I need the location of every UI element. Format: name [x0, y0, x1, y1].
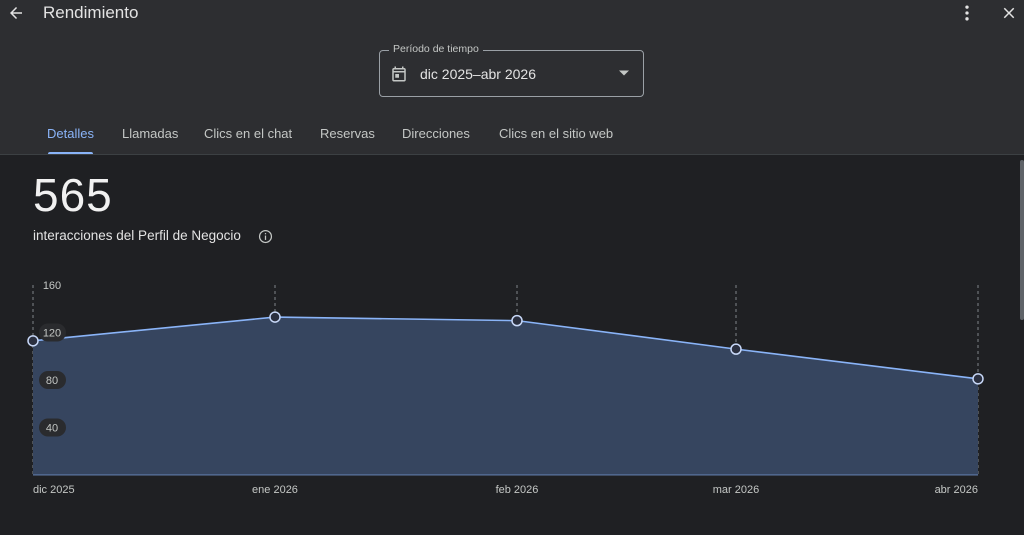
data-point[interactable] — [511, 314, 523, 327]
tab-clics-chat[interactable]: Clics en el chat — [204, 126, 293, 141]
calendar-icon — [392, 66, 406, 82]
close-icon — [1003, 7, 1015, 19]
data-point[interactable] — [972, 373, 984, 385]
x-tick-label: mar 2026 — [713, 484, 759, 496]
tab-direcciones[interactable]: Direcciones — [402, 126, 470, 141]
close-button[interactable] — [998, 1, 1020, 25]
time-period-select[interactable]: Período de tiempo dic 2025–abr 2026 — [379, 43, 644, 97]
data-point[interactable] — [27, 335, 39, 347]
info-icon[interactable] — [258, 229, 273, 244]
total-interactions-value: 565 — [33, 169, 113, 221]
tab-clics-sitio-web[interactable]: Clics en el sitio web — [499, 126, 614, 141]
y-tick-pill — [39, 323, 66, 342]
y-tick-pill — [39, 371, 66, 389]
back-button[interactable] — [4, 0, 28, 26]
y-tick-label: 160 — [43, 280, 61, 292]
tab-llamadas[interactable]: Llamadas — [122, 126, 179, 141]
x-tick-label: feb 2026 — [496, 484, 539, 496]
total-interactions-label: interacciones del Perfil de Negocio — [33, 228, 241, 243]
y-tick-pill — [39, 418, 66, 437]
dropdown-arrow-icon — [619, 70, 629, 76]
time-period-value: dic 2025–abr 2026 — [420, 66, 536, 82]
header-panel: Rendimiento Período de tiempo dic 2025–a… — [0, 0, 1024, 155]
y-tick-label: 120 — [43, 328, 61, 340]
arrow-back-icon — [10, 7, 22, 19]
interactions-chart: 40 80 120 160 dic 2025 ene 2026 feb 2026 mar 20… — [27, 280, 984, 496]
time-period-label: Período de tiempo — [389, 43, 483, 55]
tab-reservas[interactable]: Reservas — [320, 126, 375, 141]
data-point[interactable] — [269, 311, 281, 323]
scrollbar[interactable] — [1020, 160, 1024, 320]
data-point[interactable] — [730, 343, 742, 355]
header-divider — [0, 154, 1024, 155]
tab-bar: Detalles Llamadas Clics en el chat Reser… — [0, 118, 1024, 155]
x-tick-label: abr 2026 — [935, 484, 978, 496]
y-tick-label: 80 — [46, 375, 58, 387]
x-tick-label: dic 2025 — [33, 484, 75, 496]
x-tick-label: ene 2026 — [252, 484, 298, 496]
active-tab-indicator — [48, 152, 93, 155]
more-options-button[interactable] — [956, 1, 978, 25]
page-title: Rendimiento — [43, 3, 139, 22]
more-vert-icon — [965, 5, 969, 21]
y-tick-label: 40 — [46, 423, 58, 435]
tab-detalles[interactable]: Detalles — [47, 126, 94, 141]
area-fill — [33, 317, 978, 475]
